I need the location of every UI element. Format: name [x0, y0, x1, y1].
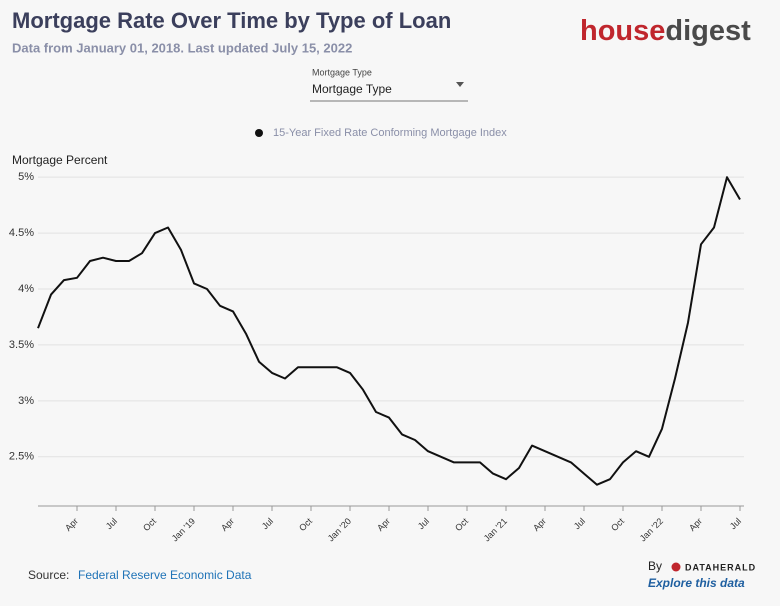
y-tick-label: 3.5%	[9, 339, 34, 351]
subtitle: Data from January 01, 2018. Last updated…	[12, 40, 352, 55]
x-tick-label: Jan '21	[482, 516, 509, 543]
x-tick-label: Jul	[572, 516, 587, 531]
y-tick-label: 2.5%	[9, 451, 34, 463]
x-tick-label: Apr	[687, 516, 704, 533]
x-tick-label: Jul	[260, 516, 275, 531]
x-tick-label: Jan '20	[326, 516, 353, 543]
source-label: Source:	[28, 568, 69, 582]
by-label: By	[648, 559, 662, 573]
source-link[interactable]: Federal Reserve Economic Data	[78, 568, 252, 582]
y-axis-label: Mortgage Percent	[12, 153, 108, 167]
series-line	[37, 176, 741, 486]
x-tick-label: Jul	[104, 516, 119, 531]
x-tick-label: Oct	[141, 516, 158, 533]
title: Mortgage Rate Over Time by Type of Loan	[12, 8, 451, 33]
explore-link[interactable]: Explore this data	[648, 576, 745, 590]
logo-digest: digest	[665, 15, 751, 47]
logo: housedigest	[580, 15, 751, 47]
x-tick-label: Oct	[609, 516, 626, 533]
dropdown[interactable]: Mortgage Type Mortgage Type	[310, 67, 468, 102]
dropdown-label: Mortgage Type	[312, 67, 372, 77]
legend-marker	[255, 129, 263, 137]
x-tick-label: Oct	[453, 516, 470, 533]
x-tick-label: Jan '19	[170, 516, 197, 543]
x-tick-label: Jan '22	[638, 516, 665, 543]
y-tick-label: 4%	[18, 283, 34, 295]
dropdown-arrow	[456, 82, 464, 87]
x-tick-label: Apr	[531, 516, 548, 533]
y-tick-label: 4.5%	[9, 227, 34, 239]
brand: DATAHERALD	[685, 562, 756, 572]
x-tick-label: Oct	[297, 516, 314, 533]
y-tick-label: 5%	[18, 171, 34, 183]
brand-icon	[671, 562, 681, 572]
x-tick-label: Apr	[63, 516, 80, 533]
y-tick-label: 3%	[18, 395, 34, 407]
x-tick-label: Jul	[416, 516, 431, 531]
legend-label: 15-Year Fixed Rate Conforming Mortgage I…	[273, 127, 507, 139]
x-tick-label: Apr	[375, 516, 392, 533]
dropdown-value: Mortgage Type	[312, 82, 392, 96]
logo-house: house	[580, 15, 665, 47]
x-tick-label: Jul	[728, 516, 743, 531]
x-tick-label: Apr	[219, 516, 236, 533]
